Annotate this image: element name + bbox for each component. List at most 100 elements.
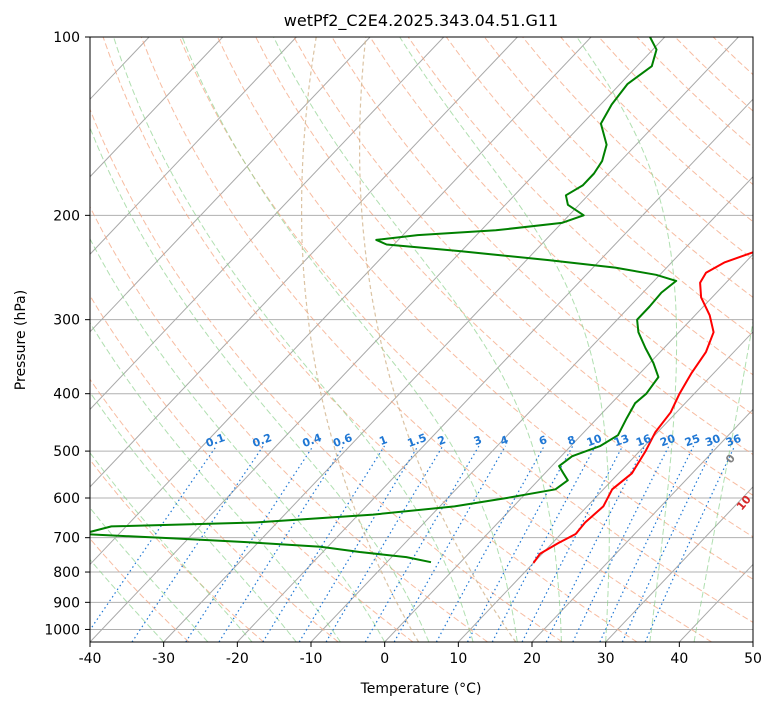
mixing-ratio-label: 0.6 (331, 431, 354, 450)
y-tick-label: 800 (53, 565, 80, 581)
tan-reference-curve (359, 37, 517, 642)
dry-adiabat-line (102, 37, 638, 642)
moist-adiabat-line (90, 507, 209, 642)
mixing-ratio-label: 1.5 (406, 431, 429, 450)
y-tick-label: 1000 (44, 622, 80, 638)
x-tick-label: -40 (79, 651, 102, 667)
y-tick-label: 500 (53, 444, 80, 460)
x-tick-label: 30 (597, 651, 615, 667)
mixing-ratio-line (599, 445, 695, 642)
x-tick-label: 20 (523, 651, 541, 667)
mixing-ratio-label: 10 (585, 432, 604, 450)
x-tick-label: -10 (300, 651, 323, 667)
mixing-ratio-label: 36 (724, 432, 743, 450)
mixing-ratio-line (218, 445, 345, 642)
isotherm-line (310, 176, 753, 642)
isotherm-line (90, 37, 518, 488)
mixing-ratio-line (262, 445, 386, 642)
tan-reference-curves (301, 37, 517, 642)
y-tick-label: 100 (53, 30, 80, 46)
y-axis: 100 200 300 400 500 600 700 800 900 1000 (44, 30, 90, 638)
y-tick-label: 400 (53, 387, 80, 403)
moist-adiabat-line (90, 321, 341, 642)
isotherm-line (531, 408, 753, 642)
y-tick-label: 900 (53, 595, 80, 611)
y-tick-label: 200 (53, 208, 80, 224)
mixing-ratio-line (131, 445, 264, 642)
mixing-ratio-label: 13 (612, 432, 631, 449)
x-tick-label: 50 (744, 651, 762, 667)
isotherm-line (384, 253, 753, 642)
x-axis: -40 -30 -20 -10 0 10 20 30 40 50 (79, 642, 762, 667)
x-tick-label: 40 (670, 651, 688, 667)
x-tick-label: 0 (380, 651, 389, 667)
chart-title: wetPf2_C2E4.2025.343.04.51.G11 (284, 11, 558, 31)
dry-adiabat-line (90, 459, 264, 642)
moist-adiabat-line (90, 452, 253, 642)
mixing-ratio-label: 1 (377, 433, 389, 448)
mixing-ratio-line (325, 445, 444, 642)
mixing-ratio-label: 4 (499, 433, 511, 448)
moist-adiabats (90, 37, 753, 642)
mixing-ratio-line (435, 445, 545, 642)
moist-adiabat-line (90, 391, 297, 642)
mixing-ratio-label: 6 (537, 433, 549, 448)
moist-adiabat-line (181, 37, 518, 642)
mixing-ratio-label: 3 (472, 433, 484, 448)
mixing-ratio-label: 0.2 (251, 431, 274, 450)
dry-adiabat-line (293, 37, 753, 496)
mixing-ratio-label: 30 (703, 432, 722, 450)
isotherm-line (90, 37, 592, 566)
mixing-ratio-line (298, 445, 419, 642)
moist-adiabat-line (273, 37, 562, 642)
isotherm-line (236, 98, 753, 642)
mixing-ratio-line (393, 445, 507, 642)
isotherm-line (605, 486, 753, 642)
mixing-ratio-label: 0.1 (204, 431, 227, 450)
tan-reference-curve (301, 37, 420, 642)
dry-adiabat-line (90, 378, 339, 642)
mixing-ratio-label: 8 (566, 433, 578, 448)
x-axis-label: Temperature (°C) (360, 681, 482, 697)
moist-adiabat-line (90, 558, 165, 642)
y-tick-label: 700 (53, 531, 80, 547)
mixing-ratio-line (185, 445, 314, 642)
dry-adiabat-line (90, 205, 488, 642)
mixing-ratio-label: 2 (436, 433, 448, 448)
mixing-ratio-label: 20 (658, 432, 677, 450)
isotherm-line (90, 37, 297, 256)
x-tick-label: 10 (449, 651, 467, 667)
isotherm-line (90, 37, 371, 333)
y-tick-label: 300 (53, 313, 80, 329)
dry-adiabat-line (90, 294, 414, 642)
moist-adiabat-line (693, 318, 753, 642)
moist-adiabat-line (399, 37, 610, 642)
mixing-ratio-label: 16 (634, 432, 653, 450)
isotherm-line (90, 37, 445, 411)
mixing-ratio-line (621, 445, 715, 642)
mixing-ratio-label: 0.4 (301, 431, 324, 450)
mixing-ratio-label: 25 (683, 432, 702, 449)
isotherm-line (90, 37, 224, 178)
dry-adiabat-line (407, 37, 753, 376)
dry-adiabat-line (90, 108, 563, 642)
moist-adiabat-line (90, 126, 430, 642)
y-tick-label: 600 (53, 491, 80, 507)
moist-adiabat-line (90, 237, 386, 642)
isotherm-line (457, 331, 753, 642)
isotherm-line (163, 37, 739, 642)
x-tick-label: -30 (152, 651, 175, 667)
dry-adiabat-line (255, 37, 753, 538)
plot-frame (89, 36, 754, 643)
y-axis-label: Pressure (hPa) (13, 290, 29, 390)
isotherm-line (90, 37, 666, 642)
sounding-profiles (90, 37, 753, 564)
temperature-profile-line (532, 251, 753, 564)
plot-area: 0.10.20.40.611.52346810131620253036-100-… (90, 37, 753, 642)
dewpoint-profile-line (90, 37, 678, 564)
dry-adiabat-line (178, 37, 753, 623)
dry-adiabat-line (140, 37, 712, 642)
x-tick-label: -20 (226, 651, 249, 667)
